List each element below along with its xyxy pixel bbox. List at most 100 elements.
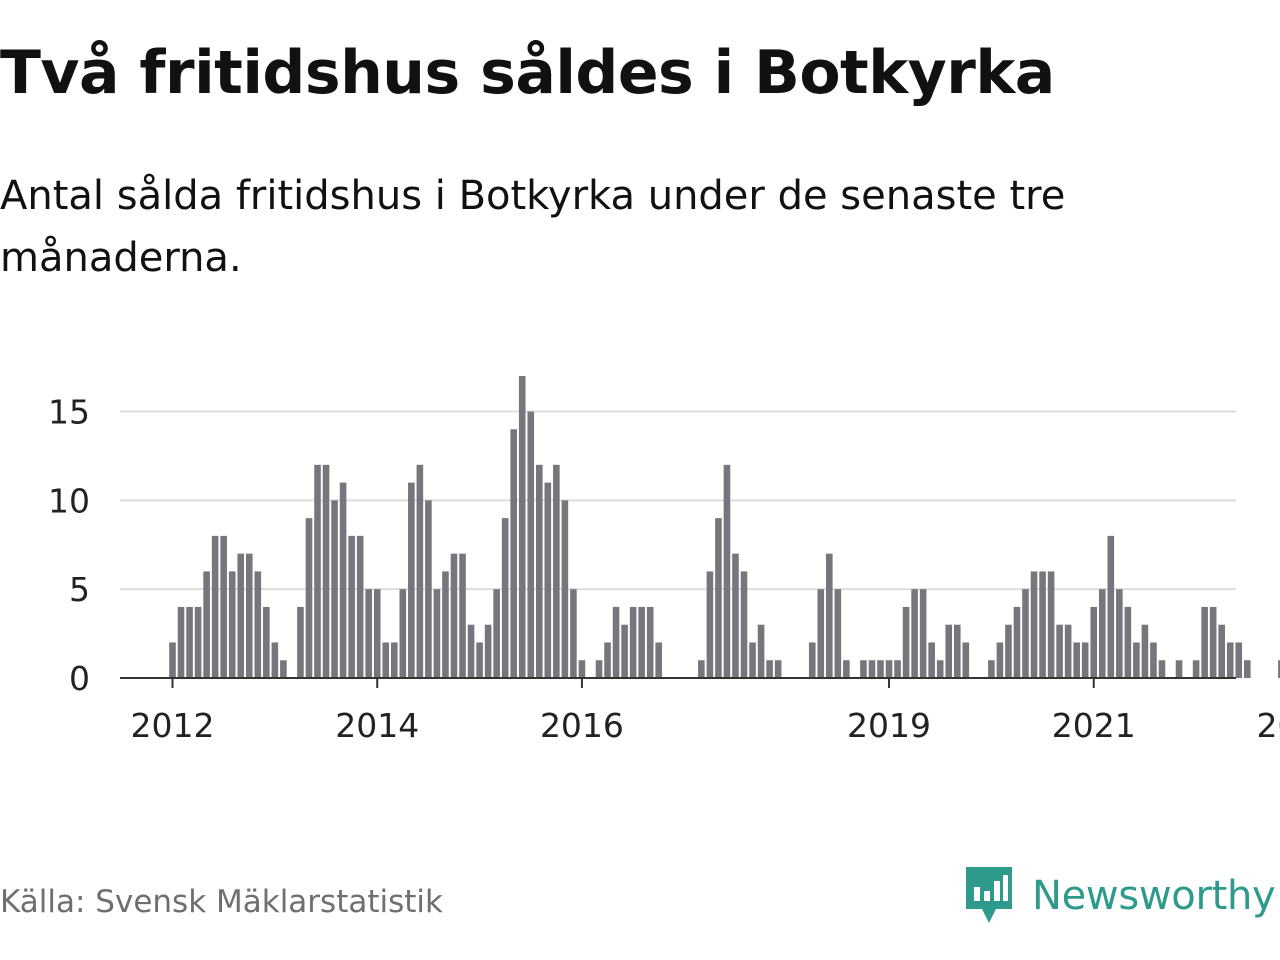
page-subtitle: Antal sålda fritidshus i Botkyrka under … bbox=[0, 173, 1066, 281]
bar bbox=[902, 606, 910, 678]
bar bbox=[177, 606, 185, 678]
bar bbox=[740, 571, 748, 678]
bar bbox=[518, 376, 526, 678]
bar bbox=[988, 660, 995, 678]
bar bbox=[203, 571, 210, 678]
bar bbox=[936, 660, 944, 678]
bar bbox=[416, 464, 424, 678]
bar bbox=[595, 660, 603, 678]
bar bbox=[962, 642, 970, 678]
bar bbox=[1013, 606, 1021, 678]
bar bbox=[339, 482, 347, 678]
bar bbox=[220, 535, 227, 678]
bar bbox=[1209, 606, 1217, 678]
x-tick-label: 2019 bbox=[847, 706, 931, 745]
bar bbox=[408, 482, 415, 678]
bar bbox=[382, 642, 390, 678]
bar bbox=[510, 429, 517, 678]
bar bbox=[1022, 589, 1029, 678]
bar bbox=[194, 606, 202, 678]
grid-lines bbox=[120, 410, 1236, 591]
bar bbox=[1107, 535, 1115, 678]
bar bbox=[1235, 642, 1243, 678]
bar bbox=[834, 589, 842, 678]
bar bbox=[1064, 624, 1072, 678]
bar bbox=[749, 642, 756, 678]
bar bbox=[305, 518, 313, 678]
y-tick-label: 0 bbox=[69, 659, 90, 698]
x-tick-label: 2012 bbox=[131, 706, 215, 745]
bar bbox=[501, 518, 509, 678]
bar bbox=[1150, 642, 1157, 678]
bar bbox=[698, 660, 705, 678]
bar bbox=[245, 553, 253, 678]
bar bbox=[356, 535, 364, 678]
bar bbox=[1192, 660, 1200, 678]
bar bbox=[945, 624, 953, 678]
bar bbox=[211, 535, 219, 678]
brand-name: Newsworthy bbox=[1032, 873, 1276, 919]
bar bbox=[638, 606, 645, 678]
bar bbox=[655, 642, 663, 678]
bar bbox=[570, 589, 577, 678]
x-tick-label: 2023 bbox=[1256, 706, 1280, 745]
bar bbox=[553, 464, 560, 678]
bar bbox=[757, 624, 765, 678]
bar bbox=[612, 606, 620, 678]
bar bbox=[1243, 660, 1251, 678]
bar bbox=[399, 589, 407, 678]
bar bbox=[706, 571, 714, 678]
bar bbox=[919, 589, 927, 678]
bar bbox=[1030, 571, 1038, 678]
bar bbox=[484, 624, 492, 678]
y-tick-label: 5 bbox=[69, 570, 90, 609]
bar bbox=[390, 642, 398, 678]
bar bbox=[169, 642, 176, 678]
bar bbox=[1039, 571, 1046, 678]
bar bbox=[1175, 660, 1183, 678]
bar bbox=[894, 660, 901, 678]
newsworthy-logo-icon bbox=[966, 867, 1012, 923]
bar bbox=[1047, 571, 1055, 678]
bar bbox=[1158, 660, 1166, 678]
bar bbox=[629, 606, 637, 678]
bar bbox=[1226, 642, 1234, 678]
bar bbox=[228, 571, 236, 678]
bar bbox=[442, 571, 449, 678]
bar bbox=[348, 535, 355, 678]
bar bbox=[766, 660, 773, 678]
bar bbox=[826, 553, 833, 678]
bar bbox=[1056, 624, 1063, 678]
bar bbox=[1278, 660, 1280, 678]
bar bbox=[186, 606, 193, 678]
bar bbox=[604, 642, 611, 678]
bar bbox=[1133, 642, 1140, 678]
bar bbox=[331, 500, 338, 678]
bar bbox=[723, 464, 731, 678]
bar bbox=[1090, 606, 1098, 678]
bar bbox=[646, 606, 654, 678]
bar bbox=[911, 589, 918, 678]
bar bbox=[450, 553, 458, 678]
y-tick-label: 10 bbox=[48, 481, 90, 520]
bar bbox=[715, 518, 722, 678]
bar bbox=[1098, 589, 1106, 678]
x-axis-ticks: 2012 2014 2016 2019 2021 2023 bbox=[131, 678, 1280, 745]
bar bbox=[578, 660, 586, 678]
bar bbox=[1141, 624, 1149, 678]
bar bbox=[535, 464, 543, 678]
bar bbox=[1201, 606, 1208, 678]
bar bbox=[843, 660, 850, 678]
bar bbox=[996, 642, 1004, 678]
x-tick-label: 2014 bbox=[335, 706, 419, 745]
x-tick-label: 2016 bbox=[540, 706, 624, 745]
bar bbox=[621, 624, 628, 678]
bar bbox=[1073, 642, 1080, 678]
bar bbox=[868, 660, 876, 678]
source-note: Källa: Svensk Mäklarstatistik bbox=[0, 884, 443, 920]
bar bbox=[928, 642, 935, 678]
bar bbox=[774, 660, 782, 678]
bar bbox=[732, 553, 739, 678]
y-axis-ticks: 0 5 10 15 bbox=[48, 393, 90, 698]
